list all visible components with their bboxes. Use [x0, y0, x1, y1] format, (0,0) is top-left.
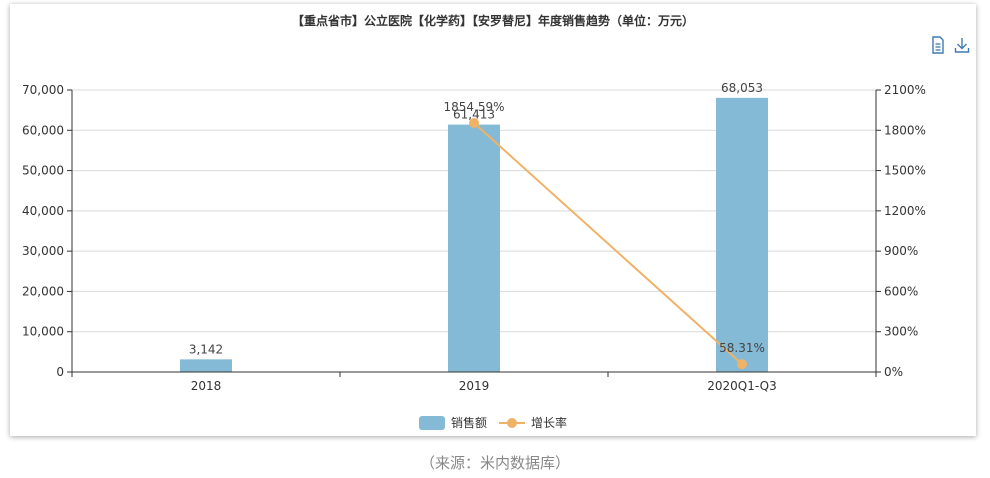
- legend-label-sales: 销售额: [450, 416, 487, 430]
- y-left-tick-label: 30,000: [22, 244, 64, 258]
- legend-bar-swatch: [418, 415, 445, 430]
- growth-value-label: 1854.59%: [443, 100, 504, 114]
- y-left-tick-label: 20,000: [22, 284, 64, 298]
- bar-value-label: 3,142: [189, 342, 223, 356]
- growth-point: [737, 359, 747, 370]
- growth-value-label: 58.31%: [719, 341, 765, 355]
- legend-label-growth: 增长率: [531, 416, 568, 430]
- y-right-tick-label: 1200%: [884, 204, 926, 218]
- y-left-tick-label: 50,000: [22, 164, 64, 178]
- download-icon[interactable]: [954, 36, 970, 54]
- x-tick-label: 2019: [459, 379, 490, 393]
- chart-title: 【重点省市】公立医院【化学药】【安罗替尼】年度销售趋势（单位：万元）: [291, 14, 694, 28]
- y-right-tick-label: 900%: [884, 244, 918, 258]
- y-right-tick-label: 300%: [884, 325, 918, 339]
- y-left-tick-label: 40,000: [22, 204, 64, 218]
- growth-point: [469, 117, 479, 128]
- legend-item-growth[interactable]: 增长率: [499, 414, 567, 431]
- y-right-tick-label: 1500%: [884, 164, 926, 178]
- source-note: （来源：米内数据库）: [419, 454, 570, 472]
- y-right-tick-label: 600%: [884, 284, 918, 298]
- growth-line: [473, 122, 743, 365]
- y-left-tick-label: 60,000: [22, 123, 64, 137]
- y-right-tick-label: 0%: [884, 365, 903, 379]
- y-left-tick-label: 0: [56, 365, 64, 379]
- y-left-tick-label: 10,000: [22, 325, 64, 339]
- x-tick-label: 2018: [191, 379, 222, 393]
- y-right-tick-label: 2100%: [884, 83, 926, 97]
- legend-item-sales[interactable]: 销售额: [418, 414, 487, 431]
- y-left-tick-label: 70,000: [22, 83, 64, 97]
- bar: [716, 97, 768, 372]
- document-icon[interactable]: [930, 36, 946, 54]
- y-right-tick-label: 1800%: [884, 123, 926, 137]
- chart-legend: 销售额 增长率: [10, 414, 976, 431]
- chart-card: 【重点省市】公立医院【化学药】【安罗替尼】年度销售趋势（单位：万元） 0 10,0…: [10, 4, 976, 436]
- bar: [180, 359, 232, 372]
- chart-plot: 0 10,000 20,000 30,000 40,000 50,000 60,000 70,…: [22, 81, 926, 393]
- bar: [448, 124, 500, 372]
- x-tick-label: 2020Q1-Q3: [707, 379, 776, 393]
- bar-value-label: 61,413: [453, 108, 495, 122]
- bar-value-label: 68,053: [721, 81, 763, 95]
- legend-line-swatch: [499, 416, 525, 430]
